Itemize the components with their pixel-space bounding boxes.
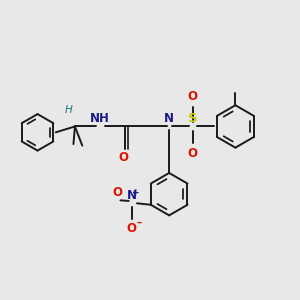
Text: O: O (187, 90, 197, 103)
Text: +: + (132, 188, 140, 197)
Text: –: – (137, 218, 142, 228)
Text: H: H (64, 105, 72, 115)
Text: O: O (187, 147, 197, 160)
Text: O: O (127, 222, 136, 235)
Text: N: N (164, 112, 174, 125)
Text: N: N (127, 189, 136, 202)
Text: O: O (112, 186, 122, 199)
Text: O: O (118, 152, 128, 164)
Text: NH: NH (90, 112, 110, 125)
Text: S: S (188, 112, 197, 125)
